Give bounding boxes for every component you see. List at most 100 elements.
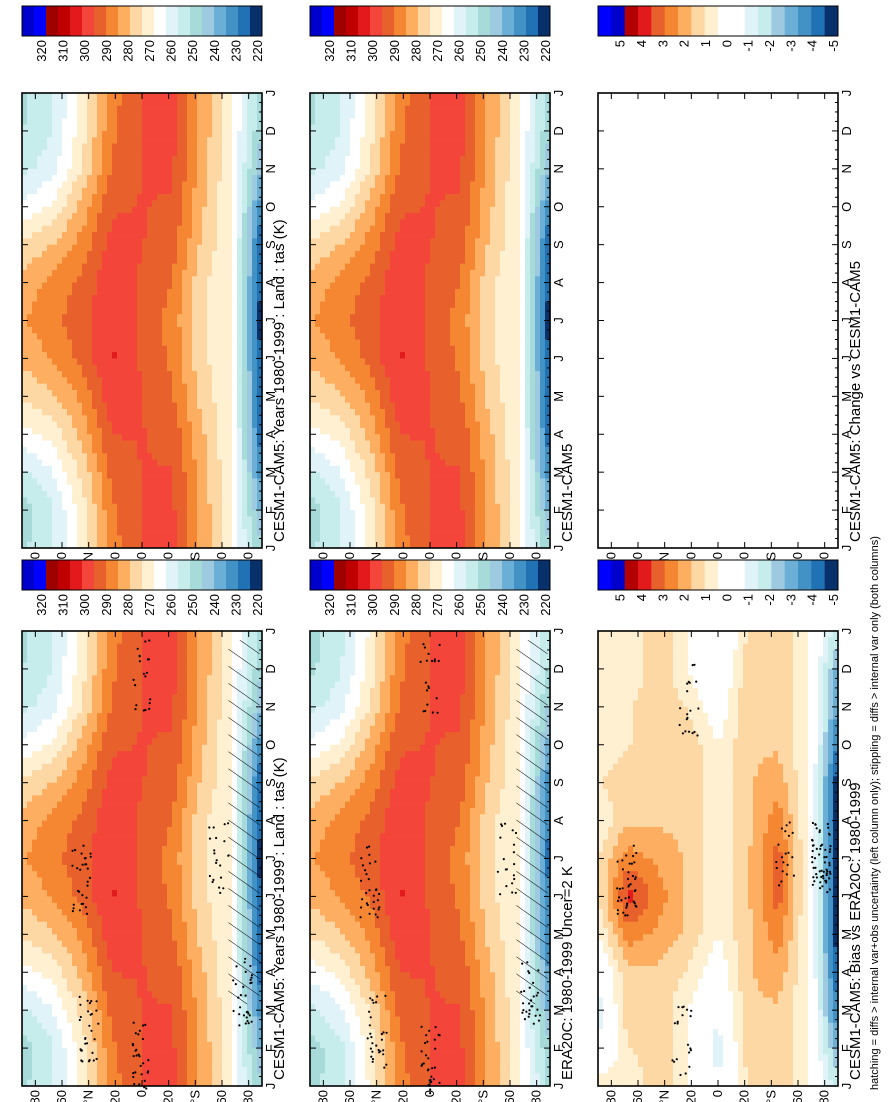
heat-cell [197, 1009, 203, 1017]
heat-cell [127, 902, 133, 910]
stipple-dot [245, 1016, 248, 1019]
heat-cell [122, 1060, 128, 1068]
heat-cell [152, 712, 158, 720]
heat-cell [72, 515, 78, 523]
heat-cell [32, 838, 38, 846]
heat-cell [147, 851, 153, 859]
heat-cell [27, 965, 33, 973]
heat-cell [142, 496, 148, 504]
heat-cell [97, 731, 103, 739]
heat-cell [32, 668, 38, 676]
heat-cell [177, 655, 183, 663]
heat-cell [147, 433, 153, 441]
heat-cell [107, 522, 113, 530]
heat-cell [52, 1034, 58, 1042]
heat-cell [92, 921, 98, 929]
heat-cell [107, 643, 113, 650]
heat-cell [197, 832, 203, 840]
heat-cell [152, 870, 158, 878]
heat-cell [157, 389, 163, 397]
heat-cell [192, 649, 198, 657]
heat-cell [32, 389, 38, 397]
stipple-dot [219, 891, 222, 894]
heat-cell [107, 977, 113, 985]
heat-cell [177, 725, 183, 733]
heat-cell [142, 1015, 148, 1023]
heat-cell [212, 693, 218, 701]
heat-cell [127, 421, 133, 428]
heat-cell [242, 484, 248, 492]
heat-cell [57, 718, 63, 726]
heat-cell [132, 1060, 138, 1068]
heat-cell [22, 876, 28, 884]
heat-cell [147, 496, 153, 504]
heat-cell [132, 895, 138, 903]
heat-cell [217, 940, 223, 947]
heat-cell [192, 522, 198, 530]
heat-cell [222, 712, 228, 720]
heat-cell [152, 1079, 158, 1086]
heat-cell [27, 769, 33, 777]
heat-cell [197, 687, 203, 695]
heat-cell [137, 807, 143, 815]
stipple-dot [223, 823, 226, 826]
heat-cell [117, 383, 123, 391]
heat-cell [212, 1060, 218, 1068]
heat-cell [102, 503, 108, 511]
heat-cell [72, 782, 78, 789]
heat-cell [107, 851, 113, 859]
heat-cell [57, 832, 63, 840]
heat-cell [197, 528, 203, 536]
heat-cell [82, 446, 88, 454]
heat-cell [72, 1015, 78, 1023]
heat-cell [212, 490, 218, 498]
heat-cell [212, 883, 218, 891]
heat-cell [132, 1009, 138, 1017]
heat-cell [97, 832, 103, 840]
heat-cell [92, 376, 98, 384]
heat-cell [52, 838, 58, 846]
heat-cell [152, 750, 158, 758]
heat-cell [112, 914, 118, 922]
heat-cell [167, 971, 173, 979]
heat-cell [37, 1028, 43, 1036]
heat-cell [102, 977, 108, 985]
heat-cell [182, 927, 188, 935]
heat-cell [192, 940, 198, 947]
lat-label: 20 [107, 1090, 122, 1102]
heat-cell [32, 914, 38, 922]
heat-cell [167, 503, 173, 511]
heat-cell [157, 1066, 163, 1074]
heat-cell [157, 662, 163, 669]
heat-cell [142, 643, 148, 650]
heat-cell [132, 1041, 138, 1049]
heat-cell [167, 782, 173, 789]
heat-cell [22, 376, 28, 384]
heat-cell [37, 655, 43, 663]
heat-cell [167, 1028, 173, 1036]
stipple-dot [134, 1071, 137, 1074]
heat-cell [227, 427, 233, 435]
heat-cell [147, 395, 153, 403]
heat-cell [82, 712, 88, 720]
heat-cell [62, 522, 68, 530]
heat-cell [57, 496, 63, 504]
heat-cell [32, 832, 38, 840]
heat-cell [97, 484, 103, 492]
heat-cell [132, 439, 138, 447]
heat-cell [217, 439, 223, 447]
heat-cell [32, 408, 38, 416]
heat-cell [87, 1053, 93, 1061]
heat-cell [52, 782, 58, 789]
heat-cell [212, 496, 218, 504]
heat-cell [167, 496, 173, 504]
heat-cell [147, 959, 153, 966]
heat-cell [122, 680, 128, 688]
heat-cell [92, 503, 98, 511]
heat-cell [127, 484, 133, 492]
heat-cell [57, 813, 63, 821]
heat-cell [152, 857, 158, 865]
heat-cell [212, 1009, 218, 1017]
heat-cell [27, 643, 33, 650]
heat-cell [137, 1047, 143, 1055]
